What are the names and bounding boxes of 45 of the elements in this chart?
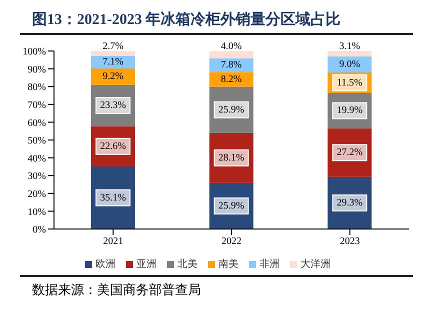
bar (91, 51, 135, 56)
data-label: 19.9% (336, 105, 363, 116)
bar (209, 51, 254, 58)
data-label: 35.1% (100, 192, 126, 204)
data-label: 7.8% (220, 60, 242, 71)
data-label: 25.9% (218, 200, 244, 212)
data-label: 11.5% (336, 77, 362, 88)
y-tick-label: 20% (28, 188, 46, 200)
y-tick-label: 70% (28, 100, 46, 111)
x-tick-label: 2021 (103, 236, 124, 248)
chart-title: 图13：2021-2023 年冰箱冷柜外销量分区域占比 (20, 8, 413, 35)
y-tick-label: 80% (28, 82, 46, 94)
bar (91, 68, 135, 85)
legend-label: 南美 (218, 259, 238, 270)
x-tick-label: 2022 (222, 236, 242, 248)
data-label: 4.0% (220, 41, 242, 52)
data-label: 27.2% (336, 147, 363, 158)
x-tick-label: 2023 (340, 236, 360, 248)
legend-label: 亚洲 (136, 259, 156, 270)
data-label: 25.9% (218, 104, 244, 116)
legend-label: 大洋洲 (300, 259, 330, 270)
data-label: 3.1% (339, 41, 360, 52)
bar (328, 51, 372, 57)
data-label: 23.3% (100, 100, 126, 112)
source-note: 数据来源：美国商务部普查局 (20, 275, 413, 299)
data-label: 28.1% (218, 152, 244, 164)
data-label: 2.7% (102, 41, 124, 52)
y-tick-label: 50% (28, 136, 46, 147)
legend-label: 欧洲 (96, 259, 116, 270)
data-label: 9.0% (339, 59, 360, 70)
y-tick-label: 100% (22, 46, 46, 58)
y-tick-label: 0% (32, 224, 46, 236)
data-label: 9.2% (102, 71, 124, 82)
data-label: 7.1% (102, 56, 124, 68)
y-tick-label: 40% (28, 153, 46, 164)
data-label: 29.3% (336, 197, 363, 208)
data-label: 22.6% (100, 140, 126, 152)
bar (209, 72, 254, 87)
y-tick-label: 60% (28, 118, 46, 129)
legend-label: 北美 (178, 259, 198, 270)
y-tick-label: 10% (28, 206, 46, 218)
y-tick-label: 30% (28, 171, 46, 182)
y-tick-label: 90% (28, 64, 46, 76)
data-label: 8.2% (220, 74, 242, 85)
legend-label: 非洲 (260, 259, 280, 270)
